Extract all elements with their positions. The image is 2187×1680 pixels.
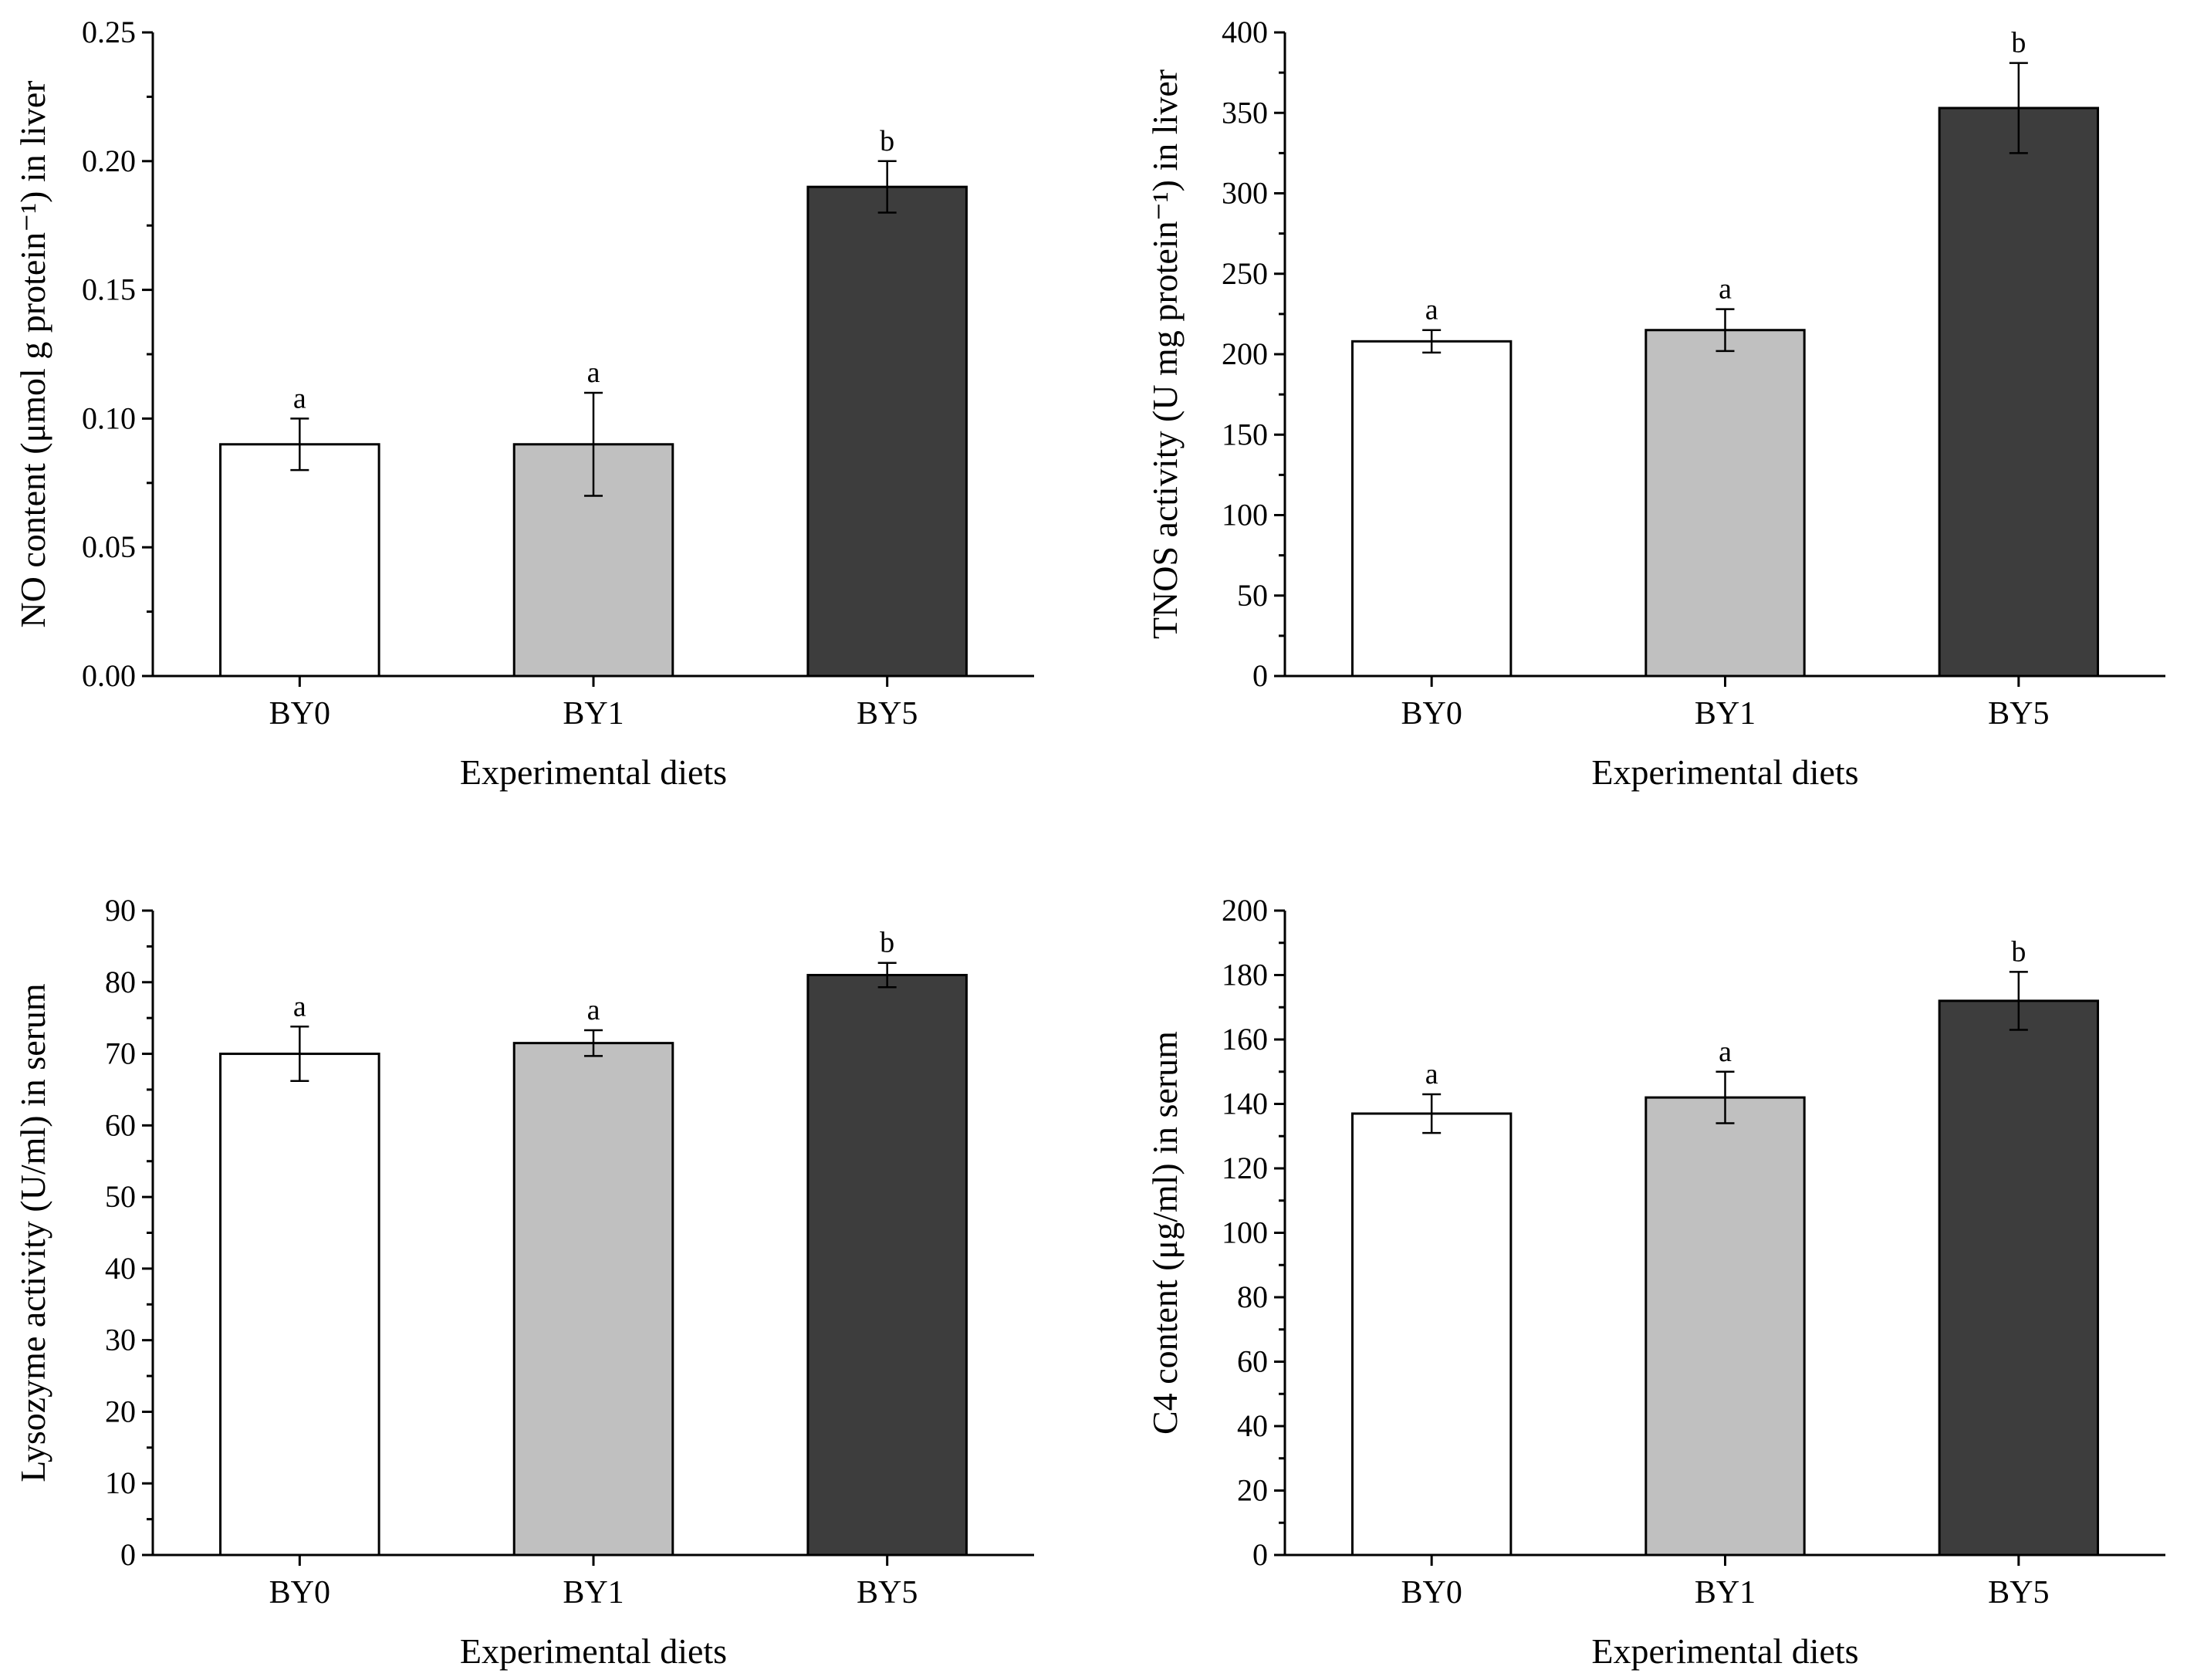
significance-label: a [293,382,306,414]
y-tick-label: 120 [1222,1151,1268,1185]
y-tick-label: 30 [105,1323,136,1357]
x-tick-label: BY0 [1401,1575,1462,1611]
bar-by0 [1350,1112,1513,1557]
significance-label: a [1719,273,1732,306]
y-tick-label: 50 [105,1179,136,1214]
y-tick-label: 140 [1222,1087,1268,1121]
y-tick-label: 0 [1252,1537,1268,1572]
y-tick-label: 180 [1222,958,1268,992]
x-tick-label: BY0 [269,1575,330,1611]
x-tick-label: BY0 [1401,696,1462,732]
significance-label: a [1719,1036,1732,1068]
bar-by5 [806,185,968,678]
y-tick-label: 80 [1237,1279,1268,1314]
x-tick-label: BY5 [1988,696,2049,732]
significance-label: a [1425,1058,1438,1090]
x-tick-label: BY1 [563,696,624,732]
x-tick-label: BY1 [1695,696,1756,732]
y-tick-label: 150 [1222,417,1268,451]
y-tick-label: 0.25 [82,15,136,49]
significance-label: b [2011,935,2026,968]
bar-by5 [1938,106,2100,678]
y-tick-label: 10 [105,1465,136,1500]
chart-panel-3: 0 10 20 30 40 50 60 70 80 90 a BY0 a BY1 b BY5 Experimen… [13,893,1034,1671]
significance-label: a [587,357,600,389]
y-tick-label: 20 [105,1394,136,1428]
x-tick-label: BY5 [857,1575,918,1611]
y-tick-label: 350 [1222,95,1268,130]
significance-label: b [2011,27,2026,59]
y-axis-title: C4 content (μg/ml) in serum [1145,1031,1185,1435]
x-tick-label: BY5 [1988,1575,2049,1611]
y-axis-title: Lysozyme activity (U/ml) in serum [13,983,52,1482]
y-tick-label: 0 [120,1537,136,1572]
y-tick-label: 0.05 [82,529,136,564]
x-tick-label: BY1 [563,1575,624,1611]
y-tick-label: 0 [1252,658,1268,693]
x-tick-label: BY5 [857,696,918,732]
x-axis-title: Experimental diets [1591,1631,1858,1671]
y-tick-label: 70 [105,1036,136,1071]
y-tick-label: 160 [1222,1022,1268,1056]
x-axis-title: Experimental diets [460,752,727,792]
bar-by5 [806,974,968,1557]
y-tick-label: 0.15 [82,272,136,307]
y-tick-label: 0.20 [82,144,136,178]
y-tick-label: 40 [105,1251,136,1286]
y-axis-title: NO content (μmol g protein⁻¹) in liver [13,80,52,627]
y-tick-label: 50 [1237,578,1268,613]
bar-by0 [219,443,380,678]
y-tick-label: 80 [105,965,136,999]
x-tick-label: BY1 [1695,1575,1756,1611]
y-tick-label: 40 [1237,1408,1268,1443]
bar-by1 [1644,1096,1806,1557]
bar-by1 [512,1042,674,1557]
y-tick-label: 200 [1222,336,1268,371]
bar-by0 [1350,340,1513,678]
bar-by0 [219,1053,380,1557]
bar-by1 [1644,329,1806,678]
y-tick-label: 90 [105,893,136,928]
chart-panel-4: 0 20 40 60 80 100 120 140 160 180 200 a BY0 a BY1 b BY5 E… [1145,893,2165,1671]
y-tick-label: 20 [1237,1473,1268,1508]
y-tick-label: 250 [1222,256,1268,291]
significance-label: a [587,994,600,1026]
significance-label: b [880,927,894,959]
y-tick-label: 60 [105,1107,136,1142]
y-tick-label: 100 [1222,498,1268,532]
chart-panel-2: 0 50 100 150 200 250 300 350 400 a BY0 a BY1 b BY5 Expe… [1145,15,2165,792]
bar-by5 [1938,999,2100,1557]
y-axis-title: TNOS activity (U mg protein⁻¹) in liver [1145,69,1185,639]
y-tick-label: 300 [1222,176,1268,211]
y-tick-label: 400 [1222,15,1268,49]
y-tick-label: 200 [1222,893,1268,928]
y-tick-label: 60 [1237,1344,1268,1379]
y-tick-label: 100 [1222,1215,1268,1250]
y-tick-label: 0.10 [82,401,136,435]
significance-label: b [880,125,894,157]
chart-panel-1: 0.00 0.05 0.10 0.15 0.20 0.25 a BY0 a BY1 b BY5 Expe… [13,15,1034,792]
x-tick-label: BY0 [269,696,330,732]
significance-label: a [293,990,306,1023]
significance-label: a [1425,294,1438,326]
x-axis-title: Experimental diets [1591,752,1858,792]
y-tick-label: 0.00 [82,658,136,693]
x-axis-title: Experimental diets [460,1631,727,1671]
